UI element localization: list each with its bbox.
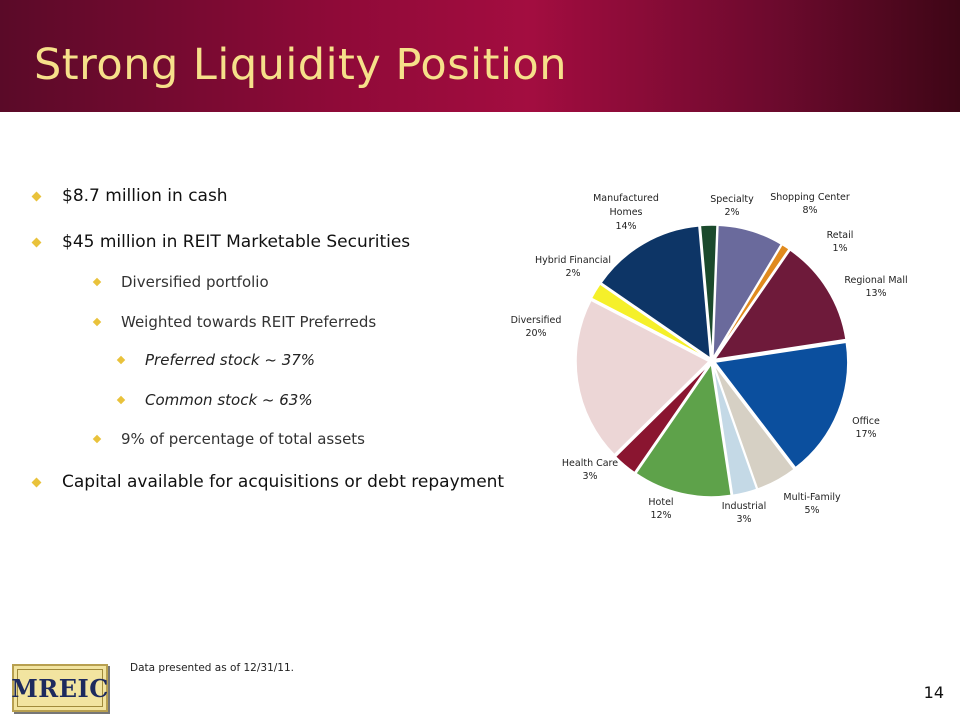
pie-slice-regional-mall <box>712 248 847 361</box>
pie-slice-hybrid-financial <box>590 282 710 361</box>
pie-label-specialty: Specialty 2% <box>710 194 754 218</box>
pie-slice-multi-family <box>712 363 796 491</box>
pie-slice-diversified <box>575 299 711 456</box>
bullet-capital: Capital available for acquisitions or de… <box>31 472 505 492</box>
pie-label-regional-mall: Regional Mall 13% <box>844 275 907 299</box>
bullet-text: Preferred stock ~ 37% <box>145 351 316 369</box>
bullet-weighted: Weighted towards REIT Preferreds <box>92 313 377 331</box>
bullet-preferred: Preferred stock ~ 37% <box>116 351 316 369</box>
pie-label-health-care: Health Care 3% <box>562 458 618 482</box>
bullet-text: $8.7 million in cash <box>62 186 228 206</box>
pie-slice-retail <box>712 243 791 359</box>
pie-slice-manufactured-homes <box>599 225 712 360</box>
data-date-footnote: Data presented as of 12/31/11. <box>130 662 294 674</box>
pie-slice-health-care <box>614 362 711 474</box>
bullet-text: Weighted towards REIT Preferreds <box>121 313 377 331</box>
pie-label-office: Office 17% <box>852 416 880 440</box>
pie-label-shopping-center: Shopping Center 8% <box>770 192 850 216</box>
pie-label-hotel: Hotel 12% <box>648 497 673 521</box>
pie-slice-office <box>713 341 849 469</box>
pie-label-hybrid-financial: Hybrid Financial 2% <box>535 255 611 279</box>
bullet-cash: $8.7 million in cash <box>31 186 228 206</box>
pie-slice-shopping-center <box>712 224 783 359</box>
bullet-common: Common stock ~ 63% <box>116 391 313 409</box>
bullet-text: 9% of percentage of total assets <box>121 430 365 448</box>
pie-slice-hotel <box>634 361 733 498</box>
logo-text: MREIC <box>11 669 108 707</box>
title-banner: Strong Liquidity Position <box>0 0 960 112</box>
pie-slice-industrial <box>711 363 758 497</box>
bullet-text: Diversified portfolio <box>121 273 269 291</box>
pie-label-retail: Retail 1% <box>827 230 854 254</box>
bullet-text: Capital available for acquisitions or de… <box>62 472 505 492</box>
company-logo: MREIC <box>11 664 108 712</box>
bullet-diversified: Diversified portfolio <box>92 273 269 291</box>
pie-label-manufactured-homes: Manufactured Homes 14% <box>593 193 659 232</box>
bullet-securities: $45 million in REIT Marketable Securitie… <box>31 232 411 252</box>
pie-label-diversified: Diversified 20% <box>511 315 562 339</box>
slide-title: Strong Liquidity Position <box>34 40 567 90</box>
bullet-text: $45 million in REIT Marketable Securitie… <box>62 232 411 252</box>
page-number: 14 <box>923 683 944 702</box>
bullet-total-assets: 9% of percentage of total assets <box>92 430 365 448</box>
bullet-text: Common stock ~ 63% <box>145 391 313 409</box>
pie-slice-specialty <box>699 224 718 359</box>
pie-label-industrial: Industrial 3% <box>722 501 767 525</box>
pie-label-multi-family: Multi-Family 5% <box>783 492 841 516</box>
